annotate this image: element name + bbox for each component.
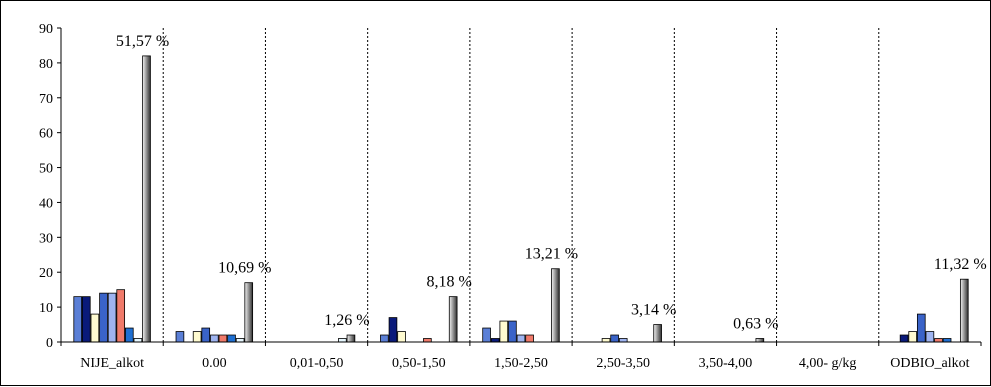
series-bar: [218, 334, 228, 343]
x-category-label: 1,50-2,50: [494, 356, 548, 371]
y-tick-label: 0: [46, 336, 53, 351]
series-bar: [380, 334, 389, 343]
series-bar: [125, 327, 134, 343]
series-bar: [601, 338, 611, 343]
total-bar: [755, 338, 765, 343]
series-bar: [525, 334, 534, 343]
series-bar: [175, 331, 185, 343]
percent-annotations: 51,57 % 10,69 % 1,26 % 8,18 % 13,21 % 3,14 % 0…: [116, 33, 987, 333]
x-category-label: 2,50-3,50: [596, 356, 650, 371]
percent-annotation: 3,14 %: [631, 302, 676, 319]
total-bar: [551, 268, 560, 343]
y-tick-label: 50: [39, 162, 53, 177]
y-tick-label: 30: [39, 231, 53, 246]
percent-annotation: 13,21 %: [525, 246, 578, 263]
percent-annotation: 11,32 %: [934, 256, 987, 273]
total-bar: [448, 296, 458, 343]
x-category-label: 0,50-1,50: [392, 356, 446, 371]
x-category-label: 0.00: [202, 356, 227, 371]
total-bar: [959, 278, 969, 343]
series-bar: [82, 296, 91, 343]
total-bar: [346, 334, 356, 343]
grid-lines: [162, 28, 880, 342]
series-bar: [934, 338, 943, 343]
series-bar: [235, 338, 245, 343]
y-tick-label: 20: [39, 266, 53, 281]
series-bar: [133, 338, 143, 343]
series-bar: [925, 331, 935, 343]
series-bar: [490, 338, 500, 343]
percent-annotation: 0,63 %: [733, 316, 778, 333]
series-bar: [201, 327, 211, 343]
y-tick-label: 70: [39, 92, 53, 107]
y-tick-label: 40: [39, 196, 53, 211]
series-bar: [227, 334, 236, 343]
series-bar: [618, 338, 628, 343]
percent-annotation: 8,18 %: [427, 274, 472, 291]
x-category-labels: NIJE_alkot 0.00 0,01-0,50 0,50-1,50 1,50-2,5…: [80, 356, 969, 371]
percent-annotation: 1,26 %: [324, 312, 369, 329]
y-tick-label: 90: [39, 22, 53, 37]
percent-annotation: 10,69 %: [218, 260, 271, 277]
series-bar: [99, 292, 108, 343]
y-tick-labels: 0 10 20 30 40 50 60 70 80 90: [39, 22, 61, 351]
series-bar: [508, 320, 517, 343]
percent-annotation: 51,57 %: [116, 33, 169, 50]
series-bar: [192, 331, 202, 343]
series-bar: [942, 338, 952, 343]
series-bar: [516, 334, 526, 343]
series-bar: [899, 334, 909, 343]
y-tick-label: 10: [39, 301, 53, 316]
series-bar: [338, 338, 347, 343]
series-bar: [388, 317, 398, 343]
y-tick-label: 80: [39, 57, 53, 72]
series-bar: [397, 331, 406, 343]
series-bar: [423, 338, 432, 343]
x-category-label: NIJE_alkot: [80, 356, 144, 371]
series-bar: [107, 292, 117, 343]
total-bar: [244, 282, 254, 343]
axes: [60, 28, 982, 346]
series-bar: [916, 313, 926, 343]
x-category-label: 4,00- g/kg: [799, 356, 857, 371]
y-tick-label: 60: [39, 127, 53, 142]
series-bar: [499, 320, 509, 343]
total-bar: [142, 55, 151, 343]
series-bar: [210, 334, 219, 343]
bars: [73, 55, 969, 343]
x-category-label: 3,50-4,00: [699, 356, 753, 371]
series-bar: [482, 327, 491, 343]
series-bar: [908, 331, 917, 343]
series-bar: [116, 289, 126, 343]
series-bar: [90, 313, 100, 343]
x-category-label: ODBIO_alkot: [890, 356, 969, 371]
series-bar: [610, 334, 619, 343]
series-bar: [73, 296, 83, 343]
x-category-label: 0,01-0,50: [290, 356, 344, 371]
total-bar: [653, 324, 662, 343]
